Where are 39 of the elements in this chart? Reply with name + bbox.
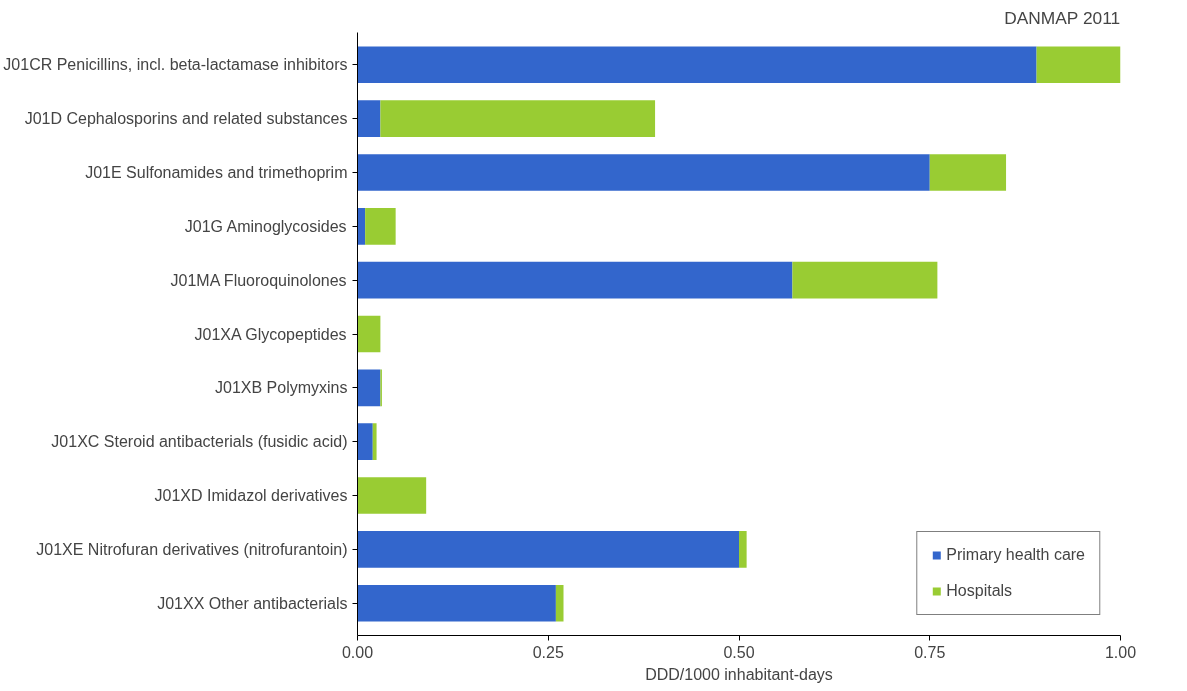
x-tick-label: 0.25 [532, 643, 564, 661]
bar [739, 531, 747, 568]
bar [357, 584, 556, 622]
y-tick-label: J01E Sulfonamides and trimethoprim [85, 163, 348, 181]
legend-label: Primary health care [946, 546, 1085, 564]
bar [380, 100, 656, 137]
bar [357, 531, 739, 568]
bar [357, 423, 373, 460]
y-tick-label: J01G Aminoglycosides [184, 217, 347, 235]
bar [929, 154, 1007, 191]
y-tick-label: J01XB Polymyxins [215, 379, 348, 397]
bar [372, 423, 377, 460]
bar [357, 369, 381, 407]
y-tick-label: J01D Cephalosporins and related substances [24, 110, 348, 128]
x-tick-label: 0.00 [341, 643, 374, 661]
x-tick-label: 0.50 [723, 643, 755, 661]
y-tick-label: J01XD Imidazol derivatives [154, 487, 348, 505]
bar [792, 261, 938, 299]
y-tick-label: J01XC Steroid antibacterials (fusidic acid) [51, 433, 348, 451]
x-tick-label: 0.75 [914, 643, 946, 661]
y-tick-label: J01XE Nitrofuran derivatives (nitrofurantoin) [36, 540, 348, 558]
y-tick-label: J01MA Fluoroquinolones [170, 271, 347, 289]
legend-label: Hospitals [946, 582, 1013, 600]
x-tick-label: 1.00 [1104, 643, 1137, 661]
y-tick-label: J01CR Penicillins, incl. beta-lactamase inhibitors [3, 56, 348, 74]
bar [357, 154, 930, 191]
bar [365, 208, 396, 245]
bar [357, 46, 1037, 84]
bar [1036, 46, 1121, 84]
bar [357, 477, 427, 514]
x-axis-title: DDD/1000 inhabitant-days [645, 665, 833, 683]
text: DANMAP 2011 [1004, 7, 1121, 28]
bar [357, 100, 381, 137]
y-tick-label: J01XA Glycopeptides [194, 325, 347, 343]
bar [357, 208, 366, 245]
bar [555, 584, 564, 622]
bar [357, 315, 381, 353]
y-tick-label: J01XX Other antibacterials [157, 594, 348, 612]
bar [357, 261, 793, 299]
